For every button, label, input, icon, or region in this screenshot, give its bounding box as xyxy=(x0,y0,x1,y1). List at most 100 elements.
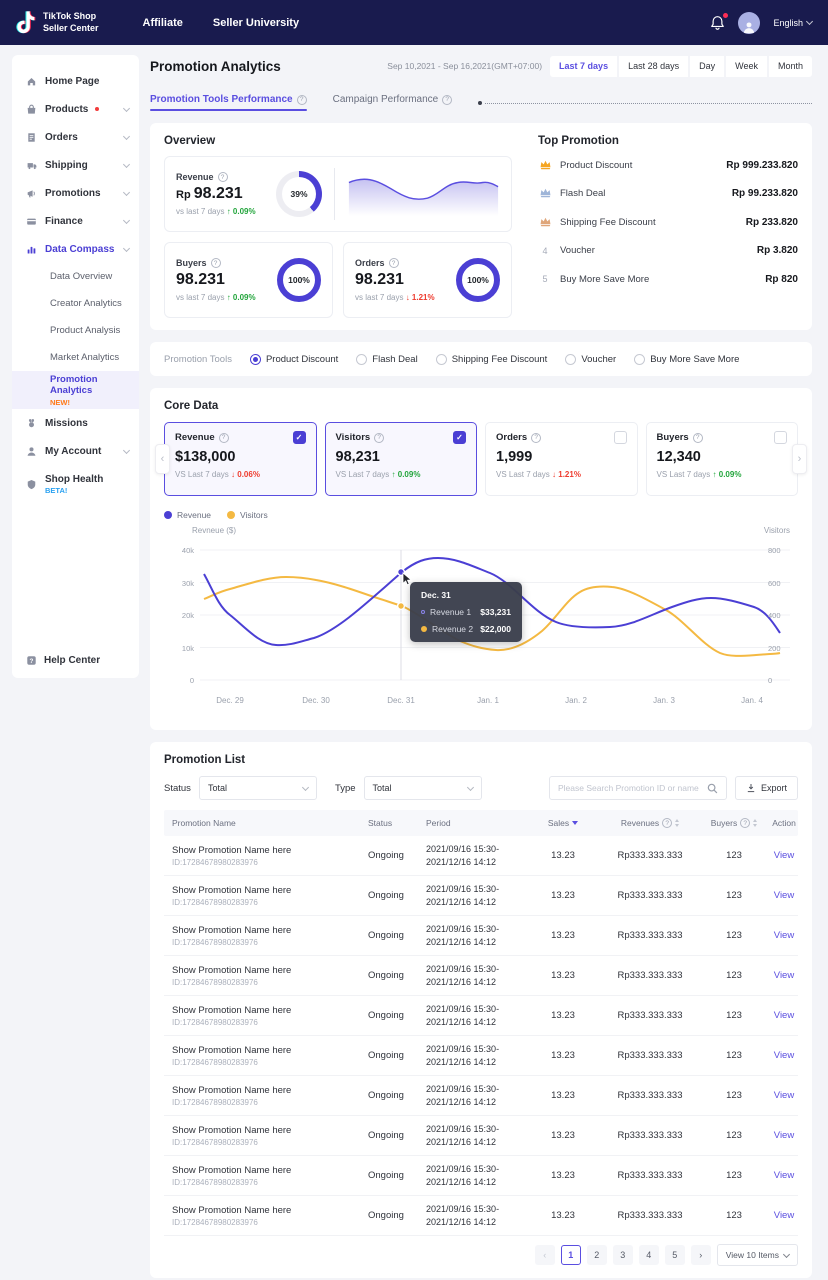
help-icon[interactable]: ? xyxy=(296,94,307,105)
top-promotion-row: Product Discount Rp 999.233.820 xyxy=(538,151,798,180)
chevron-down-icon xyxy=(782,1250,791,1258)
rank-number: 4 xyxy=(542,245,548,256)
tooltip-series-value: $22,000 xyxy=(480,624,511,634)
pagination-page-5[interactable]: 5 xyxy=(664,1245,685,1265)
sidebar-item-label: Help Center xyxy=(44,655,101,666)
language-selector[interactable]: English xyxy=(773,18,814,28)
pagination-prev[interactable]: ‹ xyxy=(534,1245,555,1265)
view-link[interactable]: View xyxy=(773,1130,795,1141)
revenues-cell: Rp333.333.333 xyxy=(617,930,683,941)
core-card-buyers[interactable]: Buyers? ✓ 12,340 VS Last 7 days ↑ 0.09% xyxy=(645,422,798,496)
help-icon[interactable]: ? xyxy=(388,258,399,268)
view-link[interactable]: View xyxy=(773,930,795,941)
help-icon[interactable]: ? xyxy=(218,432,229,443)
sidebar-subitem-promotion-analytics[interactable]: Promotion Analytics NEW! xyxy=(12,371,139,409)
view-link[interactable]: View xyxy=(773,890,795,901)
legend-item-revenue[interactable]: Revenue xyxy=(164,510,211,520)
checkbox[interactable]: ✓ xyxy=(774,431,787,444)
core-card-orders[interactable]: Orders? ✓ 1,999 VS Last 7 days ↓ 1.21% xyxy=(485,422,638,496)
help-icon[interactable]: ? xyxy=(210,258,221,268)
range-button-last-7-days[interactable]: Last 7 days xyxy=(550,55,618,77)
tab-promotion-tools-performance[interactable]: Promotion Tools Performance? xyxy=(150,94,307,111)
core-card-revenue[interactable]: Revenue? ✓ $138,000 VS Last 7 days ↓ 0.0… xyxy=(164,422,317,496)
export-button[interactable]: Export xyxy=(734,776,798,800)
column-header-sales[interactable]: Sales xyxy=(532,818,594,828)
sidebar-subitem-creator-analytics[interactable]: Creator Analytics xyxy=(12,290,139,317)
help-icon[interactable]: ? xyxy=(217,172,228,182)
carousel-prev-button[interactable]: ‹ xyxy=(155,444,170,474)
view-link[interactable]: View xyxy=(773,850,795,861)
view-link[interactable]: View xyxy=(773,1170,795,1181)
page-size-select[interactable]: View 10 Items xyxy=(716,1244,798,1266)
checkbox[interactable]: ✓ xyxy=(453,431,466,444)
sidebar-item-orders[interactable]: Orders xyxy=(12,123,139,151)
view-link[interactable]: View xyxy=(773,1090,795,1101)
radio-voucher[interactable]: Voucher xyxy=(565,353,616,365)
chart-legend: Revenue Visitors xyxy=(164,510,798,520)
help-icon[interactable]: ? xyxy=(442,94,453,105)
range-button-week[interactable]: Week xyxy=(726,55,767,77)
help-icon[interactable]: ? xyxy=(740,818,751,828)
column-header-action: Action xyxy=(772,818,796,828)
legend-item-visitors[interactable]: Visitors xyxy=(227,510,268,520)
header-nav-seller-university[interactable]: Seller University xyxy=(212,16,300,29)
sidebar-item-shipping[interactable]: Shipping xyxy=(12,151,139,179)
type-filter-select[interactable]: Total xyxy=(363,776,482,800)
help-icon[interactable]: ? xyxy=(662,818,673,828)
sidebar-item-data-compass[interactable]: Data Compass xyxy=(12,235,139,263)
sidebar-item-missions[interactable]: Missions xyxy=(12,409,139,437)
search-input[interactable] xyxy=(557,783,702,793)
header-nav-affiliate[interactable]: Affiliate xyxy=(142,16,183,29)
pagination-page-2[interactable]: 2 xyxy=(586,1245,607,1265)
help-icon[interactable]: ? xyxy=(531,432,542,443)
pagination-page-3[interactable]: 3 xyxy=(612,1245,633,1265)
range-button-day[interactable]: Day xyxy=(690,55,725,77)
sidebar-item-help-center[interactable]: ? Help Center xyxy=(12,655,139,666)
brand-logo[interactable]: TikTok Shop Seller Center xyxy=(16,11,99,35)
notification-bell-icon[interactable] xyxy=(710,12,729,31)
pagination-page-1[interactable]: 1 xyxy=(560,1245,581,1265)
tab-campaign-performance[interactable]: Campaign Performance? xyxy=(333,94,453,111)
sidebar-item-finance[interactable]: Finance xyxy=(12,207,139,235)
sidebar-item-shop-health[interactable]: Shop Health BETA! xyxy=(12,465,139,503)
revenues-cell: Rp333.333.333 xyxy=(617,970,683,981)
view-link[interactable]: View xyxy=(773,1010,795,1021)
carousel-next-button[interactable]: › xyxy=(792,444,807,474)
core-card-visitors[interactable]: Visitors? ✓ 98,231 VS Last 7 days ↑ 0.09… xyxy=(324,422,477,496)
sales-cell: 13.23 xyxy=(551,850,575,861)
checkbox[interactable]: ✓ xyxy=(292,431,306,444)
radio-flash-deal[interactable]: Flash Deal xyxy=(356,353,418,365)
column-header-revenues[interactable]: Revenues ? xyxy=(594,818,706,828)
column-header-buyers[interactable]: Buyers ? xyxy=(706,818,762,828)
pagination-page-4[interactable]: 4 xyxy=(638,1245,659,1265)
sidebar-subitem-product-analysis[interactable]: Product Analysis xyxy=(12,317,139,344)
view-link[interactable]: View xyxy=(773,970,795,981)
delta-down: ↓ 1.21% xyxy=(405,293,435,302)
radio-product-discount[interactable]: Product Discount xyxy=(249,353,338,365)
view-link[interactable]: View xyxy=(773,1050,795,1061)
search-icon[interactable] xyxy=(707,783,718,794)
help-icon[interactable]: ? xyxy=(374,432,385,443)
radio-buy-more-save-more[interactable]: Buy More Save More xyxy=(634,353,739,365)
delta-up: ↑ 0.09% xyxy=(391,470,421,479)
avatar[interactable] xyxy=(738,11,761,34)
range-button-last-28-days[interactable]: Last 28 days xyxy=(619,55,689,77)
sidebar-item-home-page[interactable]: Home Page xyxy=(12,67,139,95)
sort-icon[interactable] xyxy=(675,819,680,827)
sort-desc-icon[interactable] xyxy=(572,821,579,825)
sidebar-subitem-data-overview[interactable]: Data Overview xyxy=(12,263,139,290)
status-filter-select[interactable]: Total xyxy=(198,776,317,800)
checkbox[interactable]: ✓ xyxy=(613,431,627,444)
sidebar-item-promotions[interactable]: Promotions xyxy=(12,179,139,207)
view-link[interactable]: View xyxy=(773,1210,795,1221)
promotion-type-label: Voucher xyxy=(560,245,595,257)
pagination-next[interactable]: › xyxy=(690,1245,711,1265)
sidebar-subitem-market-analytics[interactable]: Market Analytics xyxy=(12,344,139,371)
divider xyxy=(334,168,335,220)
sidebar-item-products[interactable]: Products xyxy=(12,95,139,123)
radio-shipping-fee-discount[interactable]: Shipping Fee Discount xyxy=(435,353,547,365)
help-icon[interactable]: ? xyxy=(692,432,703,443)
sort-icon[interactable] xyxy=(753,819,758,827)
range-button-month[interactable]: Month xyxy=(768,55,812,77)
sidebar-item-my-account[interactable]: My Account xyxy=(12,437,139,465)
